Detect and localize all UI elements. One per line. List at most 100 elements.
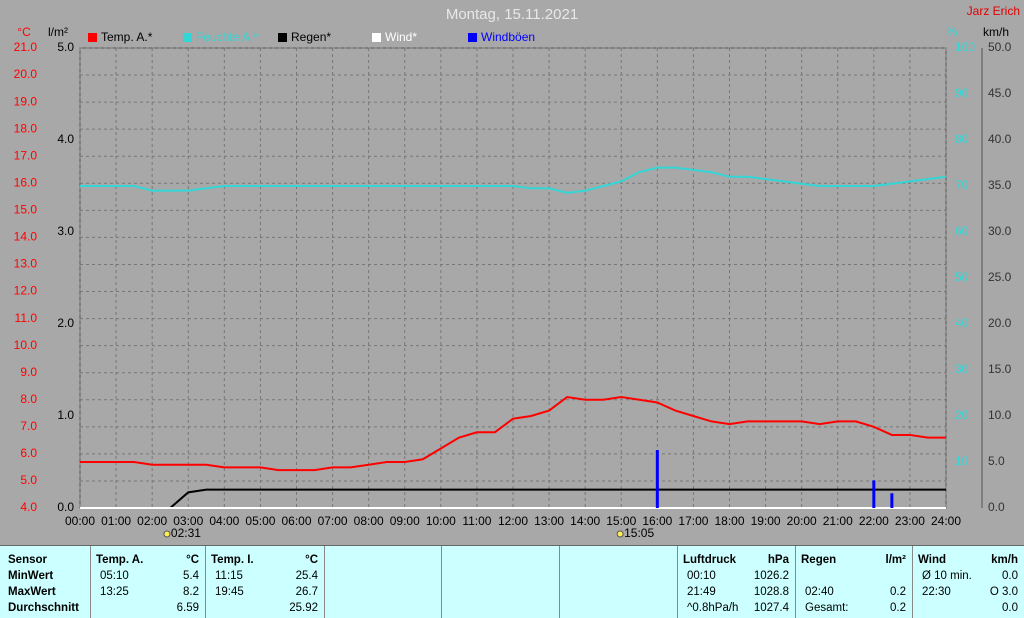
y3-tick-label: 20 xyxy=(955,408,969,422)
y4-tick-label: 10.0 xyxy=(988,408,1012,422)
section-header: Temp. I. xyxy=(211,554,254,566)
cell-time: 00:10 xyxy=(687,570,716,582)
x-tick-label: 13:00 xyxy=(534,514,564,528)
x-tick-label: 11:00 xyxy=(462,514,491,528)
y2-tick-label: 2.0 xyxy=(57,316,74,330)
y4-tick-label: 5.0 xyxy=(988,454,1005,468)
cell-value: 26.7 xyxy=(296,586,318,598)
series-line xyxy=(80,396,946,472)
y4-tick-label: 35.0 xyxy=(988,178,1012,192)
y4-tick-label: 30.0 xyxy=(988,224,1012,238)
author: Jarz Erich xyxy=(967,4,1020,18)
cell-value: 1027.4 xyxy=(754,602,790,614)
section-unit: °C xyxy=(305,554,318,566)
y3-tick-label: 10 xyxy=(955,454,969,468)
x-tick-label: 24:00 xyxy=(931,514,961,528)
y-tick-label: 9.0 xyxy=(20,365,37,379)
section-header: Luftdruck xyxy=(683,554,737,566)
cell-time: Gesamt: xyxy=(805,602,848,614)
y-tick-label: 10.0 xyxy=(14,338,38,352)
cell-value: 0.2 xyxy=(890,586,906,598)
legend-swatch xyxy=(278,33,287,42)
x-tick-label: 16:00 xyxy=(642,514,672,528)
cell-value: 25.4 xyxy=(296,570,319,582)
y-tick-label: 20.0 xyxy=(14,67,38,81)
cell-value: 1026.2 xyxy=(754,570,789,582)
section-unit: km/h xyxy=(991,554,1018,566)
row-label: MinWert xyxy=(8,570,53,582)
legend-swatch xyxy=(372,33,381,42)
y3-tick-label: 40 xyxy=(955,316,969,330)
legend-label: Feuchte A.* xyxy=(196,30,258,44)
cell-time: 13:25 xyxy=(100,586,129,598)
cell-value: 1028.8 xyxy=(754,586,789,598)
y-tick-label: 19.0 xyxy=(14,94,38,108)
y4-axis-title: km/h xyxy=(983,25,1009,39)
y-axis-title: °C xyxy=(17,25,31,39)
y4-tick-label: 45.0 xyxy=(988,86,1012,100)
chart-title: Montag, 15.11.2021 xyxy=(446,6,578,23)
y-tick-label: 4.0 xyxy=(20,500,37,514)
y-tick-label: 21.0 xyxy=(14,40,38,54)
y-tick-label: 5.0 xyxy=(20,473,37,487)
x-tick-label: 17:00 xyxy=(678,514,708,528)
x-tick-label: 19:00 xyxy=(751,514,781,528)
series-line xyxy=(80,166,947,194)
y3-axis-title: % xyxy=(947,25,958,39)
cell-time: 19:45 xyxy=(215,586,244,598)
section-unit: l/m² xyxy=(886,554,907,566)
cell-value: 25.92 xyxy=(289,602,318,614)
cell-value: O 3.0 xyxy=(990,586,1018,598)
y-tick-label: 11.0 xyxy=(15,311,38,325)
y4-tick-label: 25.0 xyxy=(988,270,1012,284)
x-tick-label: 12:00 xyxy=(498,514,528,528)
cell-time: 22:30 xyxy=(922,586,951,598)
y3-tick-label: 100 xyxy=(955,40,975,54)
x-tick-label: 15:00 xyxy=(606,514,636,528)
cell-time: 05:10 xyxy=(100,570,129,582)
x-tick-label: 00:00 xyxy=(65,514,95,528)
cell-time: 02:40 xyxy=(805,586,834,598)
y-tick-label: 12.0 xyxy=(14,284,38,298)
y-tick-label: 7.0 xyxy=(20,419,37,433)
y-tick-label: 17.0 xyxy=(14,148,38,162)
cell-time: 11:15 xyxy=(215,570,243,582)
x-tick-label: 08:00 xyxy=(354,514,384,528)
cell-value: 6.59 xyxy=(177,602,199,614)
x-tick-label: 23:00 xyxy=(895,514,925,528)
sun-icon xyxy=(616,530,624,538)
y3-tick-label: 80 xyxy=(955,132,969,146)
y3-tick-label: 50 xyxy=(955,270,969,284)
legend-label: Regen* xyxy=(291,30,331,44)
y2-tick-label: 5.0 xyxy=(57,40,74,54)
legend-swatch xyxy=(183,33,192,42)
y4-tick-label: 15.0 xyxy=(988,362,1012,376)
y4-tick-label: 20.0 xyxy=(988,316,1012,330)
y-tick-label: 16.0 xyxy=(14,175,38,189)
cell-time: 21:49 xyxy=(687,586,716,598)
cell-time: ^0.8hPa/h xyxy=(687,602,738,614)
row-label: Durchschnitt xyxy=(8,602,79,614)
y3-tick-label: 70 xyxy=(955,178,969,192)
sun-icon xyxy=(163,530,171,538)
event-label: 02:31 xyxy=(171,526,201,540)
table-background xyxy=(0,545,1024,618)
section-header: Regen xyxy=(801,554,836,566)
y-tick-label: 8.0 xyxy=(20,392,37,406)
cell-value: 5.4 xyxy=(183,570,200,582)
y4-tick-label: 40.0 xyxy=(988,132,1012,146)
y3-tick-label: 30 xyxy=(955,362,969,376)
x-tick-label: 03:00 xyxy=(173,514,203,528)
x-tick-label: 07:00 xyxy=(318,514,348,528)
legend-label: Windböen xyxy=(481,30,535,44)
y2-tick-label: 0.0 xyxy=(57,500,74,514)
gust-bar xyxy=(890,493,894,508)
legend-label: Temp. A.* xyxy=(101,30,153,44)
y-tick-label: 6.0 xyxy=(20,446,37,460)
y-tick-label: 13.0 xyxy=(14,257,38,271)
section-unit: °C xyxy=(186,554,199,566)
series-line xyxy=(80,488,946,509)
gust-bar xyxy=(872,480,876,508)
cell-value: 8.2 xyxy=(183,586,199,598)
